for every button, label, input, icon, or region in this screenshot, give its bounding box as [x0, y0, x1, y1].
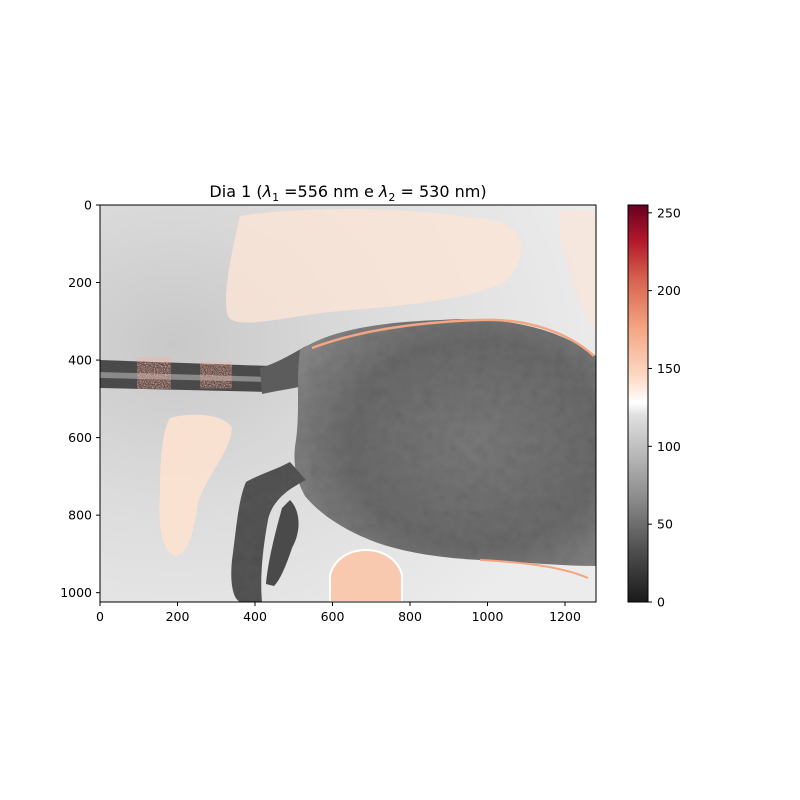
colorbar-tick-label: 0 — [657, 595, 665, 610]
y-axis: 0 200 400 600 800 1000 — [60, 198, 100, 600]
colorbar-tick-label: 100 — [657, 439, 681, 454]
warm-region-top — [225, 209, 522, 323]
colorbar-frame — [627, 204, 649, 603]
colorbar: 0 50 100 150 200 250 — [627, 204, 681, 610]
y-tick-label: 200 — [68, 275, 92, 290]
x-tick-label: 1200 — [549, 609, 581, 624]
y-tick-label: 0 — [84, 198, 92, 213]
heatmap-image — [100, 205, 596, 602]
chart-title: Dia 1 (λ1 =556 nm e λ2 = 530 nm) — [209, 182, 486, 204]
edge-highlight-bottom — [479, 559, 589, 579]
rat-body — [294, 319, 596, 566]
y-tick-label: 600 — [68, 430, 92, 445]
y-tick-label: 400 — [68, 353, 92, 368]
colorbar-tick-label: 200 — [657, 283, 681, 298]
edge-highlight-top — [311, 318, 595, 357]
rat-leg-back — [266, 500, 299, 586]
colorbar-ticks: 0 50 100 150 200 250 — [648, 205, 681, 610]
speckle-marker-2 — [203, 364, 229, 386]
title-part: λ — [262, 182, 272, 201]
title-part: =556 nm e — [279, 182, 379, 201]
warm-region-right — [559, 210, 596, 330]
x-tick-label: 0 — [96, 609, 104, 624]
plot-frame — [99, 204, 597, 603]
x-axis: 0 200 400 600 800 1000 1200 — [96, 602, 581, 624]
rat-leg-front — [231, 462, 306, 602]
x-tick-label: 800 — [398, 609, 422, 624]
y-tick-label: 800 — [68, 508, 92, 523]
colorbar-gradient — [628, 205, 648, 602]
colorbar-tick-label: 50 — [657, 517, 673, 532]
x-tick-label: 1000 — [472, 609, 504, 624]
round-object — [329, 548, 403, 602]
title-part: = 530 nm) — [395, 182, 486, 201]
speckle-marker-1 — [140, 360, 168, 386]
title-part: 2 — [388, 191, 395, 204]
title-part: 1 — [272, 191, 279, 204]
colorbar-tick-label: 150 — [657, 361, 681, 376]
y-tick-label: 1000 — [60, 585, 92, 600]
title-part: Dia 1 ( — [209, 182, 262, 201]
title-part: λ — [378, 182, 388, 201]
colorbar-tick-label: 250 — [657, 205, 681, 220]
warm-region-left — [159, 414, 232, 556]
x-tick-label: 200 — [166, 609, 190, 624]
x-tick-label: 400 — [243, 609, 267, 624]
x-tick-label: 600 — [321, 609, 345, 624]
